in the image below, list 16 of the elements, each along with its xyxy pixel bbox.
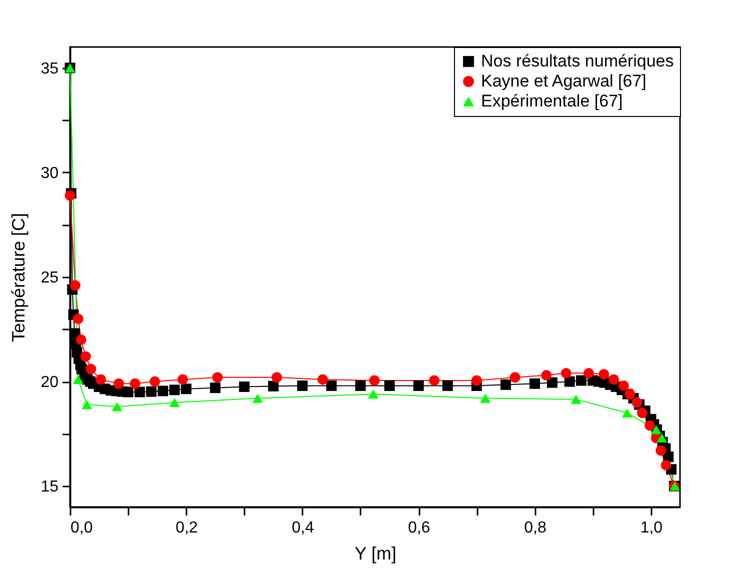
y-tick-label: 35 [40,60,59,78]
y-axis-title: Température [C] [8,212,29,342]
x-axis-title: Y [m] [354,544,396,564]
legend-label: Expérimentale [67] [481,92,623,110]
y-tick-label: 25 [40,270,59,286]
x-tick-label: 1,0 [640,520,663,536]
legend-label: Nos résultats numériques [481,52,674,70]
x-tick-label: 0,8 [524,520,546,536]
x-tick-label: 0,2 [176,520,198,536]
x-tick-label: 0,4 [292,520,314,536]
y-tick-label: 15 [40,478,59,496]
y-tick-label: 20 [40,374,59,392]
y-tick-label: 30 [40,164,59,182]
legend-label: Kayne et Agarwal [67] [481,72,646,90]
x-tick-label: 0,0 [70,520,93,536]
x-tick-label: 0,6 [408,520,430,536]
